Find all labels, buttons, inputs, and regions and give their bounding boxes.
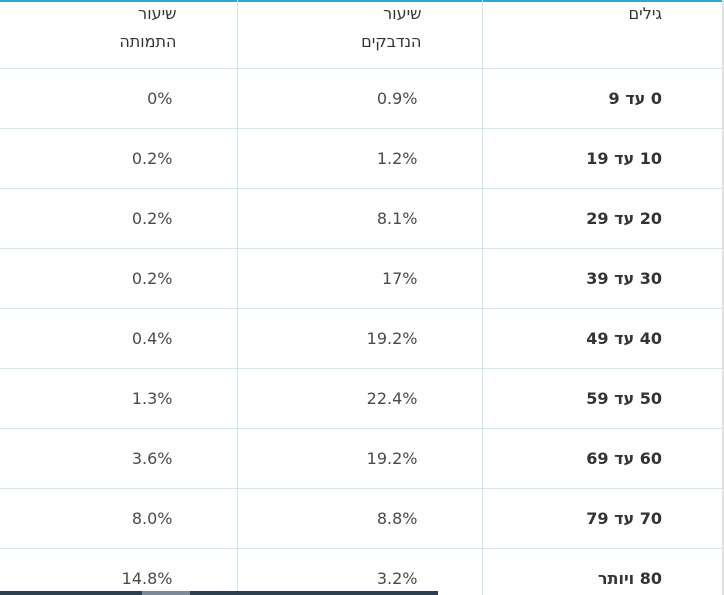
cell-mortality-rate: 0.2% — [0, 128, 237, 189]
table-row: 10 עד 19 1.2% 0.2% — [0, 128, 722, 189]
cell-infection-rate: 19.2% — [236, 428, 482, 489]
cell-mortality-rate: 0.4% — [0, 308, 237, 369]
cell-infection-rate: 19.2% — [236, 308, 482, 369]
cell-mortality-rate: 0% — [0, 68, 237, 129]
cell-age: 60 עד 69 — [481, 428, 722, 489]
cell-mortality-rate: 1.3% — [0, 368, 237, 429]
table-row: 0 עד 9 0.9% 0% — [0, 68, 722, 129]
cell-infection-rate: 22.4% — [236, 368, 482, 429]
cell-infection-rate: 0.9% — [236, 68, 482, 129]
cell-age: 80 ויותר — [481, 548, 722, 595]
header-mortality-rate: שיעור התמותה — [0, 0, 237, 69]
header-age: גילים — [481, 0, 722, 69]
cell-mortality-rate: 0.2% — [0, 188, 237, 249]
table-row: 60 עד 69 19.2% 3.6% — [0, 428, 722, 489]
cell-age: 0 עד 9 — [481, 68, 722, 129]
header-mortality-line2: התמותה — [119, 32, 177, 51]
cell-mortality-rate: 0.2% — [0, 248, 237, 309]
cell-infection-rate: 1.2% — [236, 128, 482, 189]
cell-age: 20 עד 29 — [481, 188, 722, 249]
right-border — [722, 0, 724, 595]
cell-age: 70 עד 79 — [481, 488, 722, 549]
table-row: 70 עד 79 8.8% 8.0% — [0, 488, 722, 549]
header-mortality-line1: שיעור — [138, 4, 177, 23]
table-header-row: גילים שיעור הנדבקים שיעור התמותה — [0, 0, 722, 69]
horizontal-scrollbar[interactable] — [0, 591, 438, 595]
header-age-label: גילים — [628, 4, 662, 23]
cell-mortality-rate: 3.6% — [0, 428, 237, 489]
cell-infection-rate: 17% — [236, 248, 482, 309]
header-infection-rate: שיעור הנדבקים — [236, 0, 482, 69]
header-infection-line2: הנדבקים — [361, 32, 422, 51]
table-row: 40 עד 49 19.2% 0.4% — [0, 308, 722, 369]
cell-mortality-rate: 8.0% — [0, 488, 237, 549]
cell-infection-rate: 8.8% — [236, 488, 482, 549]
header-infection-line1: שיעור — [383, 4, 422, 23]
cell-age: 40 עד 49 — [481, 308, 722, 369]
cell-age: 30 עד 39 — [481, 248, 722, 309]
scrollbar-thumb[interactable] — [142, 591, 190, 595]
cell-infection-rate: 3.2% — [236, 548, 482, 595]
cell-age: 10 עד 19 — [481, 128, 722, 189]
table-row: 80 ויותר 3.2% 14.8% — [0, 548, 722, 595]
cell-infection-rate: 8.1% — [236, 188, 482, 249]
table-row: 20 עד 29 8.1% 0.2% — [0, 188, 722, 249]
cell-age: 50 עד 59 — [481, 368, 722, 429]
table-row: 30 עד 39 17% 0.2% — [0, 248, 722, 309]
cell-mortality-rate: 14.8% — [0, 548, 237, 595]
table-row: 50 עד 59 22.4% 1.3% — [0, 368, 722, 429]
